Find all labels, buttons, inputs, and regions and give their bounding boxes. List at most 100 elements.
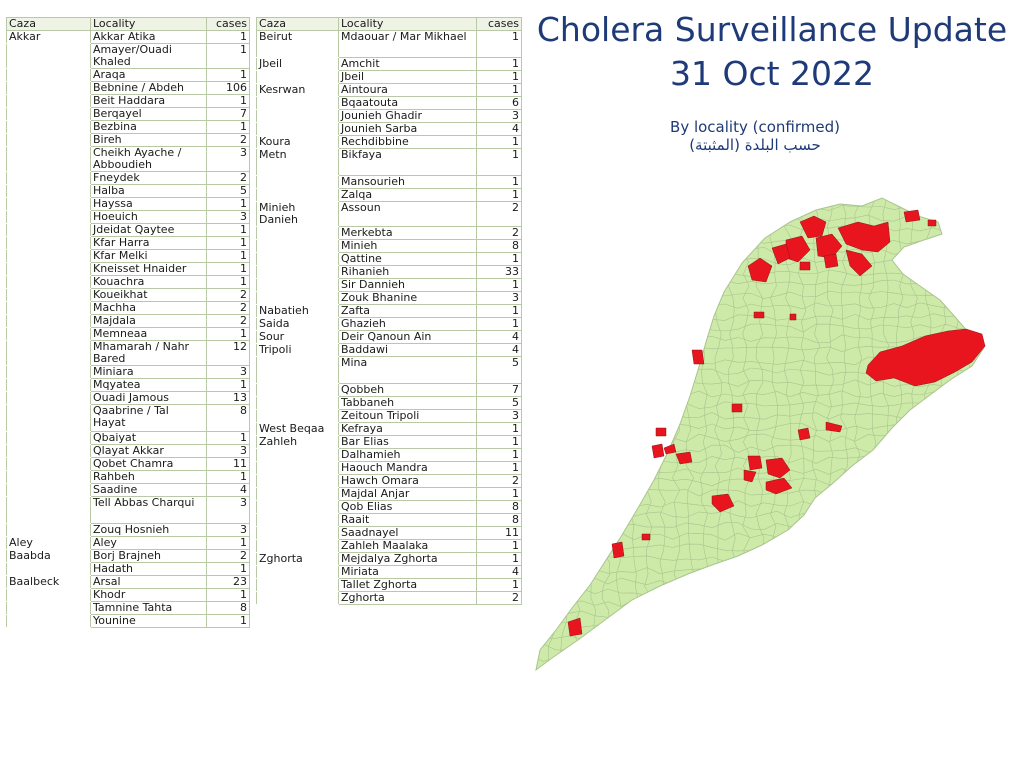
table-row: Hadath 1 xyxy=(6,562,250,576)
caza-cell xyxy=(256,96,339,110)
locality-cell: Mhamarah / Nahr Bared xyxy=(90,340,207,366)
locality-cell: Zeitoun Tripoli xyxy=(338,409,477,423)
caza-cell xyxy=(6,378,91,392)
table-row: Tamnine Tahta 8 xyxy=(6,601,250,615)
caza-cell xyxy=(256,252,339,266)
locality-cell: Kefraya xyxy=(338,422,477,436)
cases-cell: 3 xyxy=(206,496,250,524)
affected-area-baabda xyxy=(655,427,667,437)
cases-cell: 3 xyxy=(206,365,250,379)
table-row: Zalqa 1 xyxy=(256,188,522,202)
table-row: Zouq Hosnieh 3 xyxy=(6,523,250,537)
header-locality: Locality xyxy=(338,17,477,31)
locality-cell: Aintoura xyxy=(338,83,477,97)
caza-cell xyxy=(256,526,339,540)
locality-cell: Jbeil xyxy=(338,70,477,84)
caza-cell xyxy=(6,496,91,524)
table-row: Hawch Omara 2 xyxy=(256,474,522,488)
table-row: Kouachra 1 xyxy=(6,275,250,289)
cases-cell: 13 xyxy=(206,391,250,405)
cases-cell: 1 xyxy=(476,317,522,331)
cases-cell: 7 xyxy=(476,383,522,397)
table-row: Qobet Chamra 11 xyxy=(6,457,250,471)
cases-cell: 1 xyxy=(206,614,250,628)
locality-cell: Zalqa xyxy=(338,188,477,202)
table-row: Majdal Anjar 1 xyxy=(256,487,522,501)
cases-cell: 1 xyxy=(476,539,522,553)
affected-area-metn-2 xyxy=(797,427,811,441)
caza-cell xyxy=(256,122,339,136)
caza-cell xyxy=(6,197,91,211)
caza-cell xyxy=(6,249,91,263)
locality-cell: Rahbeh xyxy=(90,470,207,484)
cases-cell: 2 xyxy=(206,314,250,328)
caza-cell xyxy=(256,474,339,488)
table-row: Zeitoun Tripoli 3 xyxy=(256,409,522,423)
affected-area-akkar-5 xyxy=(845,249,873,277)
locality-cell: Dalhamieh xyxy=(338,448,477,462)
caza-cell xyxy=(6,68,91,82)
caza-cell xyxy=(6,288,91,302)
caza-cell xyxy=(256,226,339,240)
caza-cell xyxy=(6,588,91,602)
caza-cell xyxy=(256,291,339,305)
table-row: Baabda Borj Brajneh 2 xyxy=(6,549,250,563)
cases-cell: 1 xyxy=(206,223,250,237)
cases-cell: 8 xyxy=(476,500,522,514)
cases-cell: 1 xyxy=(476,135,522,149)
affected-area-minieh xyxy=(771,243,791,265)
caza-cell xyxy=(6,94,91,108)
locality-cell: Qobet Chamra xyxy=(90,457,207,471)
cases-cell: 33 xyxy=(476,265,522,279)
table-row: Zahleh Bar Elias 1 xyxy=(256,435,522,449)
affected-area-beqaa-1 xyxy=(825,421,843,433)
locality-cell: Assoun xyxy=(338,201,477,227)
locality-cell: Araqa xyxy=(90,68,207,82)
header-caza: Caza xyxy=(256,17,339,31)
caza-cell xyxy=(256,383,339,397)
caza-cell xyxy=(6,523,91,537)
affected-area-zahleh-3 xyxy=(743,469,757,483)
locality-cell: Jdeidat Qaytee xyxy=(90,223,207,237)
cases-cell: 1 xyxy=(206,68,250,82)
caza-cell xyxy=(6,146,91,172)
table-row: Zghorta 2 xyxy=(256,591,522,605)
table-row: Koueikhat 2 xyxy=(6,288,250,302)
locality-cell: Younine xyxy=(90,614,207,628)
affected-area-north-1 xyxy=(823,253,839,269)
locality-cell: Beit Haddara xyxy=(90,94,207,108)
table-row: Kesrwan Aintoura 1 xyxy=(256,83,522,97)
table-row: Hoeuich 3 xyxy=(6,210,250,224)
caza-cell xyxy=(6,614,91,628)
table-row: Bqaatouta 6 xyxy=(256,96,522,110)
cases-cell: 2 xyxy=(206,133,250,147)
affected-area-zghorta-3 xyxy=(691,349,705,365)
caza-cell xyxy=(6,314,91,328)
caza-cell: Saida xyxy=(256,317,339,331)
cases-cell: 1 xyxy=(206,236,250,250)
caza-cell: Tripoli xyxy=(256,343,339,357)
cases-cell: 7 xyxy=(206,107,250,121)
table-row: Beirut Mdaouar / Mar Mikhael 1 xyxy=(256,30,522,58)
cases-cell: 8 xyxy=(206,404,250,432)
table-row: Memneaa 1 xyxy=(6,327,250,341)
locality-cell: Merkebta xyxy=(338,226,477,240)
cases-cell: 2 xyxy=(206,549,250,563)
caza-cell: West Beqaa xyxy=(256,422,339,436)
caza-cell xyxy=(256,448,339,462)
cases-cell: 2 xyxy=(206,301,250,315)
locality-cell: Berqayel xyxy=(90,107,207,121)
caza-cell: Akkar xyxy=(6,30,91,44)
table-row: Araqa 1 xyxy=(6,68,250,82)
caza-cell: Koura xyxy=(256,135,339,149)
cases-cell: 2 xyxy=(476,201,522,227)
locality-cell: Koueikhat xyxy=(90,288,207,302)
caza-cell: Nabatieh xyxy=(256,304,339,318)
affected-area-zghorta-1 xyxy=(753,311,765,319)
caza-cell xyxy=(6,431,91,445)
table-row: Kfar Melki 1 xyxy=(6,249,250,263)
locality-cell: Deir Qanoun Ain xyxy=(338,330,477,344)
table-row: Rahbeh 1 xyxy=(6,470,250,484)
table-row: Koura Rechdibbine 1 xyxy=(256,135,522,149)
caza-cell xyxy=(6,457,91,471)
